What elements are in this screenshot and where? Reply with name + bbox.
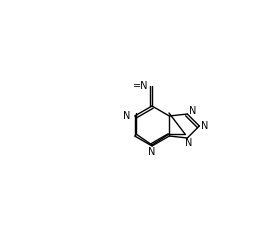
Text: N: N [148,147,156,157]
Text: =N: =N [133,81,148,91]
Text: N: N [201,121,209,131]
Text: N: N [185,138,192,148]
Text: N: N [189,106,197,116]
Text: N: N [123,111,131,121]
